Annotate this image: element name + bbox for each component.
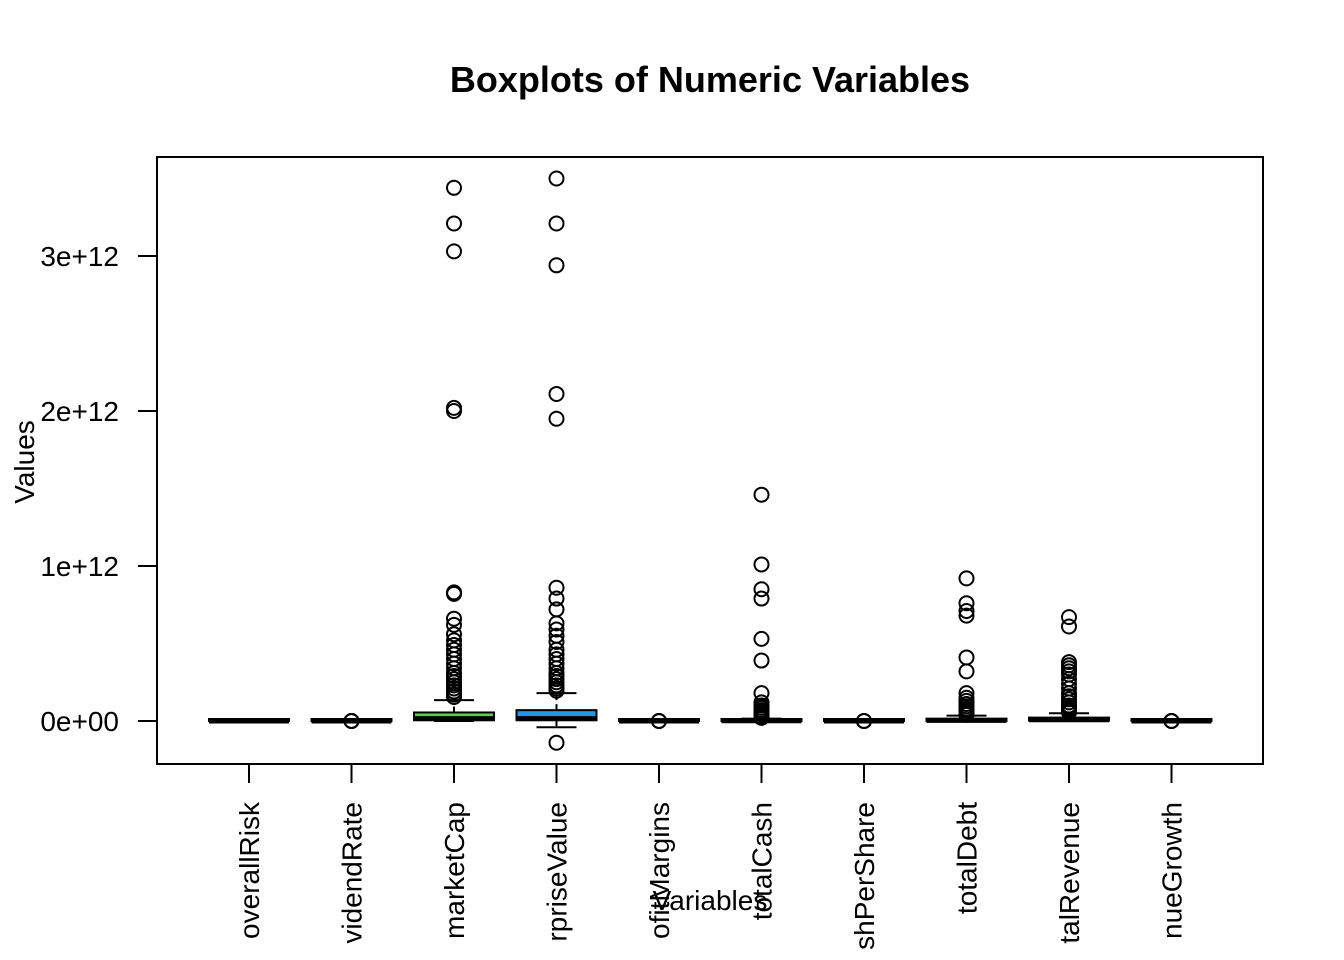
outlier-point: [753, 709, 770, 726]
outlier-point: [753, 581, 770, 598]
x-tick-label: overallRisk: [234, 801, 265, 939]
box-totalDebt: [925, 570, 1008, 723]
outlier-point: [548, 215, 565, 232]
outlier-point: [1061, 675, 1077, 692]
outlier-point: [343, 713, 360, 729]
outlier-point: [958, 706, 975, 723]
outlier-point: [651, 713, 667, 729]
y-tick-label: 1e+12: [40, 551, 119, 582]
outlier-point: [548, 590, 565, 607]
outlier-point: [958, 595, 975, 612]
chart-title: Boxplots of Numeric Variables: [450, 59, 970, 100]
box-dividendRate: [310, 713, 393, 729]
outlier-point: [753, 630, 770, 647]
outlier-point: [548, 615, 565, 632]
box-totalCashPerShare: [823, 713, 905, 729]
x-axis: overallRisk videndRate marketCap rpriseValu…: [234, 764, 1188, 950]
outlier-point: [753, 486, 770, 503]
box-overallRisk: [208, 718, 290, 724]
outlier-point: [548, 682, 565, 699]
outlier-point: [548, 579, 565, 596]
box-revenueGrowth: [1130, 713, 1213, 729]
x-tick-label: marketCap: [439, 802, 470, 939]
outlier-point: [446, 179, 462, 196]
x-tick-label: videndRate: [337, 802, 368, 944]
box-enterpriseValue: [515, 170, 598, 751]
outlier-point: [446, 626, 462, 643]
box-profitMargins: [618, 713, 700, 729]
outlier-point: [548, 385, 565, 402]
outlier-point: [446, 610, 462, 627]
outlier-point: [548, 170, 565, 187]
plot-frame: [156, 156, 1264, 765]
y-tick-label: 3e+12: [40, 241, 119, 272]
outlier-point: [958, 649, 975, 666]
x-tick-label: ofitMargins: [644, 802, 675, 939]
outlier-point: [753, 590, 770, 607]
outlier-point: [958, 570, 975, 587]
outlier-point: [446, 243, 462, 260]
box-marketCap: [413, 179, 495, 722]
outlier-point: [446, 403, 462, 419]
y-axis-label: Values: [9, 420, 40, 504]
outlier-point: [856, 713, 872, 729]
outlier-point: [958, 607, 975, 624]
y-tick-label: 2e+12: [40, 396, 119, 427]
outlier-point: [548, 257, 565, 274]
outlier-point: [753, 556, 770, 573]
outlier-point: [548, 655, 565, 672]
x-axis-label: Variables: [653, 885, 768, 916]
box-totalCash: [720, 486, 803, 726]
outlier-point: [548, 633, 565, 650]
outlier-point: [1061, 618, 1077, 635]
outlier-point: [958, 663, 975, 680]
outlier-point: [548, 621, 565, 638]
outlier-point: [446, 585, 462, 602]
x-tick-label: talRevenue: [1054, 802, 1085, 944]
outlier-point: [548, 734, 565, 751]
boxes-group: [208, 170, 1213, 751]
x-tick-label: shPerShare: [849, 802, 880, 950]
outlier-point: [753, 652, 770, 669]
outlier-point: [446, 215, 462, 232]
outlier-point: [1061, 704, 1077, 721]
x-tick-label: totalCash: [747, 802, 778, 920]
outlier-point: [446, 616, 462, 633]
y-axis: 0e+00 1e+12 2e+12 3e+12: [40, 241, 158, 737]
outlier-point: [1061, 609, 1077, 626]
outlier-point: [446, 688, 462, 705]
y-tick-label: 0e+00: [40, 706, 119, 737]
x-tick-label: totalDebt: [952, 802, 983, 914]
box-totalRevenue: [1028, 609, 1110, 723]
x-tick-label: rpriseValue: [542, 802, 573, 942]
outlier-point: [548, 410, 565, 427]
outlier-point: [1163, 713, 1180, 729]
x-tick-label: nueGrowth: [1157, 802, 1188, 939]
outlier-point: [446, 655, 462, 672]
outlier-point: [958, 602, 975, 619]
outlier-point: [548, 601, 565, 618]
